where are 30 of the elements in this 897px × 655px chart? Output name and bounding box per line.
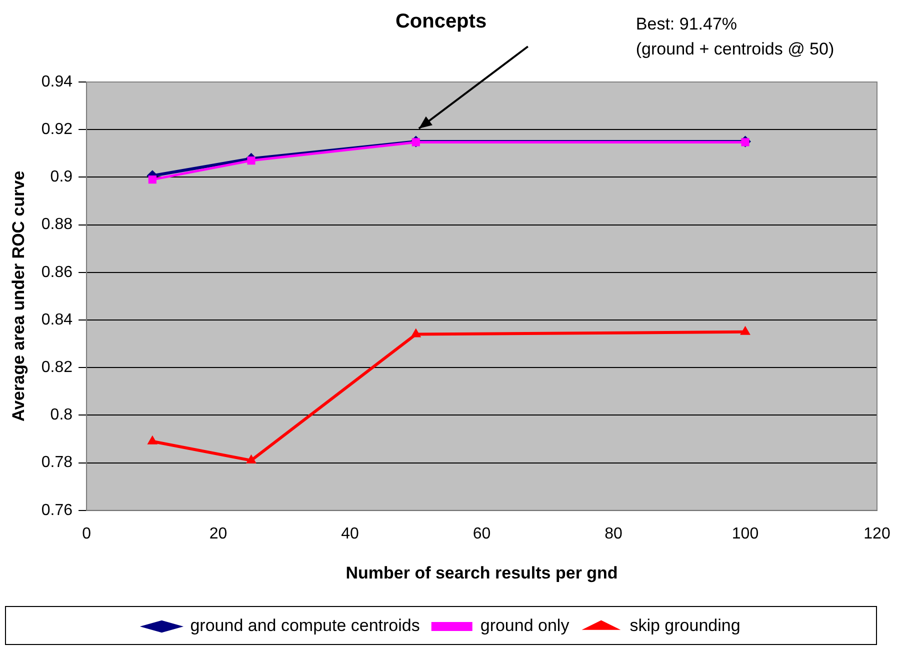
x-tick-label: 20 (209, 525, 228, 542)
legend-label: skip grounding (630, 616, 740, 636)
y-tick-label: 0.9 (50, 168, 73, 186)
y-tick-label: 0.92 (41, 121, 73, 138)
point (148, 176, 156, 184)
y-tick-label: 0.82 (41, 359, 73, 376)
y-tick-label: 0.88 (41, 216, 73, 234)
x-tick-label: 120 (864, 525, 890, 542)
y-tick-label: 0.78 (41, 454, 73, 472)
y-tick-label: 0.8 (50, 406, 73, 424)
point (411, 328, 421, 338)
point (246, 454, 256, 464)
y-tick-label: 0.76 (41, 502, 73, 519)
x-tick-label: 80 (604, 525, 623, 542)
x-axis-title: Number of search results per gnd (346, 563, 618, 582)
legend-label: ground only (480, 616, 570, 636)
y-tick-label: 0.84 (41, 311, 73, 328)
y-tick-label: 0.94 (41, 73, 73, 90)
x-tick-label: 40 (341, 525, 360, 542)
legend-label: ground and compute centroids (190, 616, 420, 636)
chart-title: Concepts (395, 10, 487, 33)
point (148, 436, 158, 444)
x-tick-label: 0 (82, 525, 92, 542)
point (247, 156, 256, 165)
point (740, 326, 750, 335)
y-axis-title: Average area under ROC curve (8, 170, 28, 422)
x-tick-label: 100 (732, 525, 759, 542)
text: Best: 91.47% (ground + centroids @ 50) (636, 14, 834, 59)
y-tick-label: 0.86 (41, 264, 73, 281)
x-tick-label: 60 (472, 525, 491, 542)
